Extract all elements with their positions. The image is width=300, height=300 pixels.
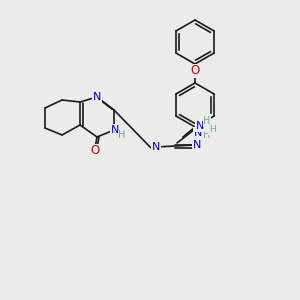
Text: H: H — [203, 116, 211, 126]
Text: O: O — [190, 64, 200, 77]
Text: N: N — [193, 140, 201, 150]
Text: H: H — [118, 130, 126, 140]
Text: N: N — [196, 121, 204, 131]
Text: N: N — [152, 142, 160, 152]
Text: N: N — [194, 128, 202, 138]
Text: N: N — [93, 92, 101, 102]
Text: H: H — [203, 130, 211, 140]
Text: O: O — [90, 145, 100, 158]
Text: N: N — [111, 125, 119, 135]
Text: H: H — [208, 125, 215, 134]
